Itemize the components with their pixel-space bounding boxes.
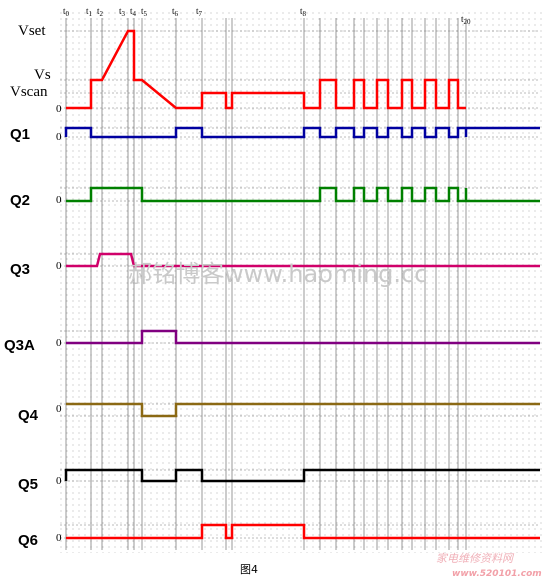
time-label-t20: t20 (461, 14, 471, 26)
zero-label-q1: 0 (56, 131, 62, 143)
signal-label-q3a: Q3A (4, 337, 35, 354)
q3a-waveform (66, 329, 540, 345)
corner-watermark-line1: 家电维修资料网 (436, 552, 515, 565)
time-label-t4: t4 (130, 6, 137, 18)
time-label-t6: t6 (172, 6, 179, 18)
corner-watermark-line2: www.520101.com (452, 569, 542, 579)
zero-label-q3a: 0 (56, 337, 62, 349)
figure-caption: 图4 (240, 563, 258, 576)
dotted-grid-background (56, 8, 542, 553)
time-label-t8: t8 (300, 6, 307, 18)
q2-waveform (66, 186, 540, 203)
time-label-t2: t2 (97, 6, 104, 18)
q6-waveform (66, 523, 540, 540)
main-zero-label: 0 (56, 103, 62, 115)
time-label-t5: t5 (141, 6, 148, 18)
time-label-t1: t1 (86, 6, 93, 18)
q1-waveform (64, 126, 540, 139)
main-voltage-waveform (66, 29, 466, 110)
zero-label-q3: 0 (56, 260, 62, 272)
time-label-t7: t7 (196, 6, 203, 18)
signal-label-q1: Q1 (10, 126, 30, 143)
signal-label-q3: Q3 (10, 261, 30, 278)
voltage-labels: Vset Vs Vscan 0 (10, 23, 62, 115)
vset-label: Vset (18, 23, 46, 39)
zero-label-q5: 0 (56, 475, 62, 487)
signal-name-labels: Q1 Q2 Q3 Q3A Q4 Q5 Q6 (4, 126, 39, 549)
time-axis-labels: t0 t1 t2 t3 t4 t5 t6 t7 t8 t20 (63, 6, 471, 26)
signal-label-q6: Q6 (18, 532, 38, 549)
q4-waveform (66, 402, 540, 418)
zero-label-q6: 0 (56, 532, 62, 544)
q3-waveform (66, 252, 540, 268)
vscan-label: Vscan (10, 84, 48, 100)
watermark-text: 郝铭博客www.haoming.cc (128, 260, 427, 288)
signal-label-q5: Q5 (18, 476, 38, 493)
zero-label-q4: 0 (56, 403, 62, 415)
signal-label-q2: Q2 (10, 192, 30, 209)
time-label-t3: t3 (119, 6, 126, 18)
signal-zero-labels: 0 0 0 0 0 0 0 (56, 131, 62, 544)
zero-label-q2: 0 (56, 194, 62, 206)
time-label-t0: t0 (63, 6, 70, 18)
vs-label: Vs (34, 67, 51, 83)
signal-label-q4: Q4 (18, 407, 39, 424)
q5-waveform (64, 468, 540, 483)
